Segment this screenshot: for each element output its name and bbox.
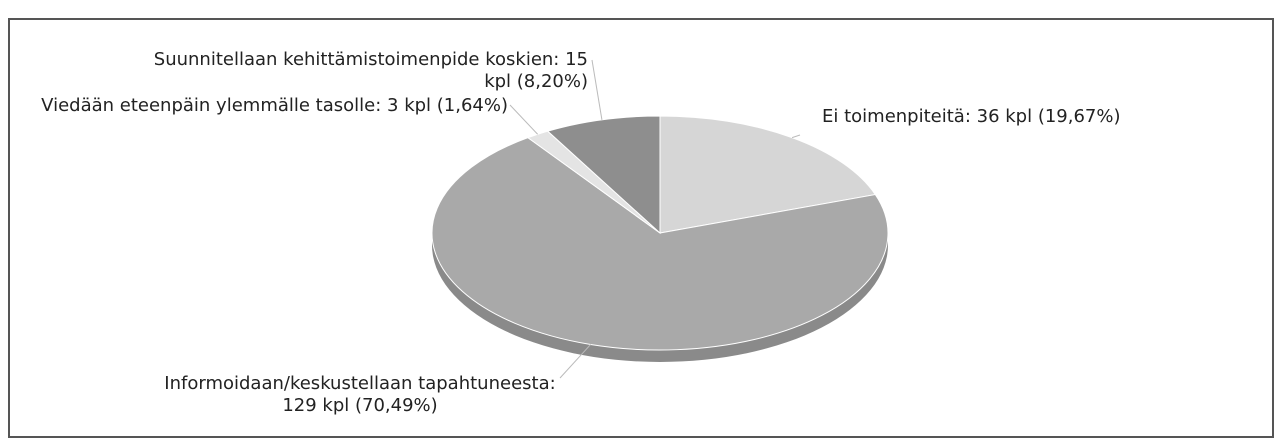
leader-line (791, 134, 801, 139)
leader-line (509, 104, 538, 135)
leader-line (591, 59, 603, 120)
pie-slice (431, 137, 889, 351)
slice-label: Ei toimenpiteitä: 36 kpl (19,67%) (822, 106, 1121, 127)
pie-slice (546, 115, 661, 235)
leader-line (559, 344, 592, 379)
slice-label: Suunnitellaan kehittämistoimenpide koski… (153, 49, 588, 92)
slice-label: Informoidaan/keskustellaan tapahtuneesta… (164, 373, 556, 416)
chart-frame (8, 18, 1274, 438)
slice-label: Viedään eteenpäin ylemmälle tasolle: 3 k… (41, 95, 508, 116)
